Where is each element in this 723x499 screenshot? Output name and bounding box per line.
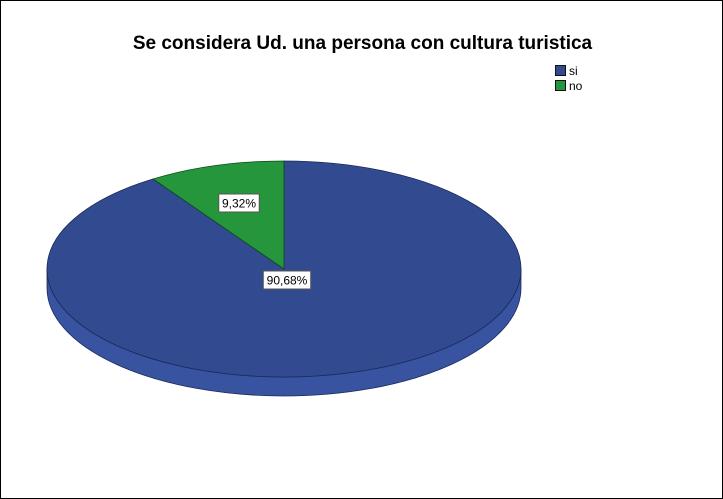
legend-item-si: si [555,63,582,78]
legend-label-si: si [569,63,578,78]
svg-text:90,68%: 90,68% [267,274,308,288]
data-label-no: 9,32% [218,193,260,213]
pie-slice-no [152,160,285,270]
data-label-si: 90,68% [262,270,312,290]
svg-text:9,32%: 9,32% [222,197,256,211]
chart-title: Se considera Ud. una persona con cultura… [132,33,593,54]
chart-legend: si no [555,63,582,93]
legend-item-no: no [555,78,582,93]
legend-swatch-no [555,80,566,91]
legend-swatch-si [555,65,566,76]
legend-label-no: no [569,78,583,93]
